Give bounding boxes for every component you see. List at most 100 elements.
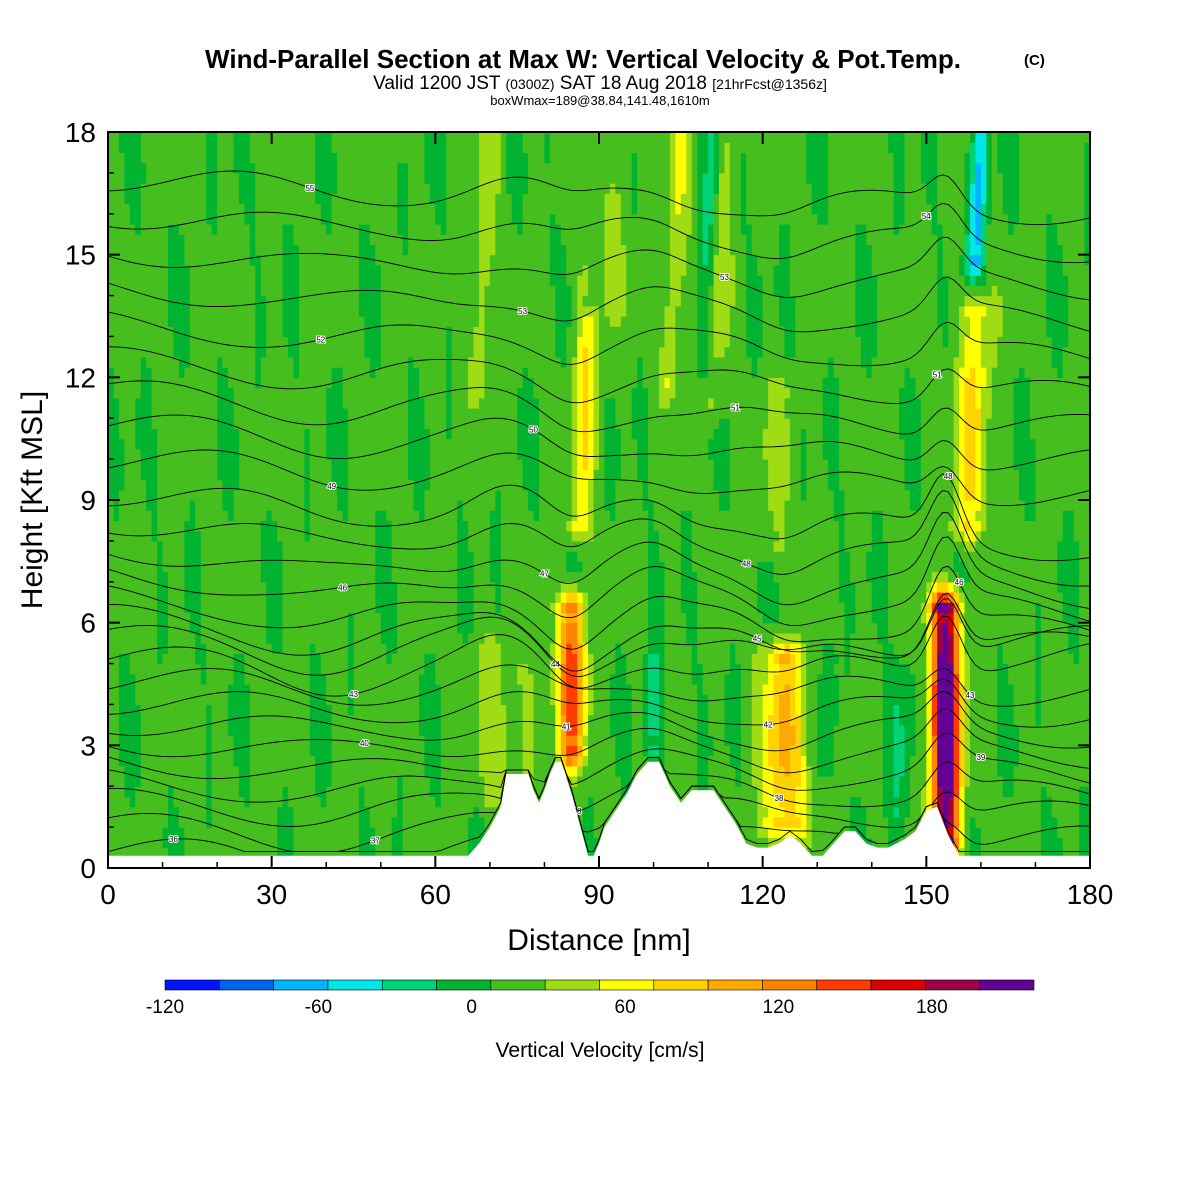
field-cell bbox=[266, 643, 273, 869]
subtitle-valid: Valid 1200 JST bbox=[373, 73, 501, 94]
field-cell bbox=[1024, 132, 1031, 378]
field-cell bbox=[942, 571, 949, 583]
field-cell bbox=[522, 663, 529, 787]
field-cell bbox=[418, 397, 426, 522]
field-cell bbox=[762, 622, 769, 644]
field-cell bbox=[571, 530, 578, 542]
field-cell bbox=[604, 193, 611, 317]
field-cell bbox=[375, 264, 382, 368]
theta-contour-label: 47 bbox=[540, 570, 549, 579]
field-cell bbox=[468, 551, 475, 634]
field-cell bbox=[331, 193, 338, 368]
field-cell bbox=[969, 142, 977, 184]
field-cell bbox=[549, 643, 556, 706]
field-cell bbox=[473, 132, 480, 327]
field-cell bbox=[773, 264, 780, 297]
field-cell bbox=[1079, 132, 1086, 787]
field-cell bbox=[800, 755, 807, 838]
chart-subtitle: Valid 1200 JST (0300Z) SAT 18 Aug 2018 [… bbox=[373, 73, 827, 94]
field-cell bbox=[555, 132, 562, 225]
field-cell bbox=[899, 132, 906, 225]
field-cell bbox=[337, 510, 344, 869]
field-cell bbox=[228, 132, 235, 389]
field-cell bbox=[342, 408, 349, 522]
field-cell bbox=[108, 132, 115, 368]
field-cell bbox=[653, 132, 660, 532]
field-cell bbox=[784, 418, 791, 501]
field-cell bbox=[686, 234, 693, 511]
field-cell bbox=[233, 428, 240, 491]
field-cell bbox=[1057, 244, 1064, 378]
x-tick-label: 90 bbox=[583, 879, 614, 910]
field-cell bbox=[964, 234, 971, 276]
field-cell bbox=[969, 367, 977, 501]
field-cell bbox=[462, 520, 469, 644]
field-cell bbox=[369, 827, 376, 869]
field-cell bbox=[773, 295, 780, 378]
field-cell bbox=[408, 479, 415, 869]
field-cell bbox=[980, 530, 987, 869]
field-cell bbox=[288, 356, 295, 808]
field-cell bbox=[953, 540, 960, 552]
field-cell bbox=[549, 132, 556, 215]
field-cell bbox=[566, 765, 573, 777]
field-cell bbox=[233, 172, 240, 430]
field-cell bbox=[860, 132, 867, 225]
colorbar-swatch bbox=[816, 979, 872, 991]
field-cell bbox=[969, 285, 977, 297]
field-cell bbox=[1084, 142, 1091, 266]
field-cell bbox=[288, 132, 295, 225]
field-cell bbox=[975, 520, 982, 532]
field-cell bbox=[424, 489, 431, 654]
field-cell bbox=[959, 684, 966, 787]
field-cell bbox=[571, 581, 578, 593]
field-cell bbox=[822, 224, 829, 378]
field-cell bbox=[806, 132, 813, 184]
field-cell bbox=[282, 224, 289, 338]
field-cell bbox=[937, 653, 944, 787]
field-cell bbox=[495, 612, 502, 644]
field-cell bbox=[206, 827, 213, 869]
field-cell bbox=[909, 132, 917, 378]
field-cell bbox=[424, 183, 431, 430]
field-cell bbox=[991, 132, 998, 286]
field-cell bbox=[626, 684, 633, 808]
field-cell bbox=[293, 244, 300, 378]
field-cell bbox=[135, 786, 142, 869]
field-cell bbox=[549, 285, 556, 603]
field-cell bbox=[173, 132, 180, 225]
theta-contour-label: 36 bbox=[169, 835, 178, 844]
field-cell bbox=[828, 356, 835, 491]
theta-contour bbox=[107, 490, 1091, 587]
field-cell bbox=[768, 510, 775, 562]
field-cell bbox=[1008, 132, 1015, 235]
field-cell bbox=[675, 132, 682, 215]
theta-contour bbox=[107, 311, 1091, 367]
field-cell bbox=[964, 275, 971, 286]
field-cell bbox=[364, 132, 371, 225]
field-cell bbox=[577, 602, 584, 644]
field-cell bbox=[626, 132, 633, 685]
field-cell bbox=[795, 827, 802, 838]
field-cell bbox=[920, 622, 927, 787]
field-cell bbox=[702, 264, 709, 378]
field-cell bbox=[942, 612, 949, 624]
field-cell bbox=[326, 132, 333, 235]
field-cell bbox=[680, 193, 687, 276]
velocity-field bbox=[108, 132, 1091, 869]
field-cell bbox=[708, 397, 715, 409]
y-tick-label: 3 bbox=[80, 730, 96, 761]
field-cell bbox=[751, 254, 758, 378]
field-cell bbox=[773, 551, 780, 583]
field-cell bbox=[926, 602, 933, 614]
field-cell bbox=[953, 837, 960, 849]
field-cell bbox=[986, 418, 993, 869]
field-cell bbox=[615, 428, 622, 481]
field-cell bbox=[631, 132, 638, 154]
field-cell bbox=[609, 397, 616, 522]
field-cell bbox=[899, 438, 906, 665]
field-cell bbox=[964, 132, 971, 154]
field-cell bbox=[609, 326, 616, 399]
theta-contour bbox=[107, 236, 1091, 301]
field-cell bbox=[822, 459, 829, 644]
